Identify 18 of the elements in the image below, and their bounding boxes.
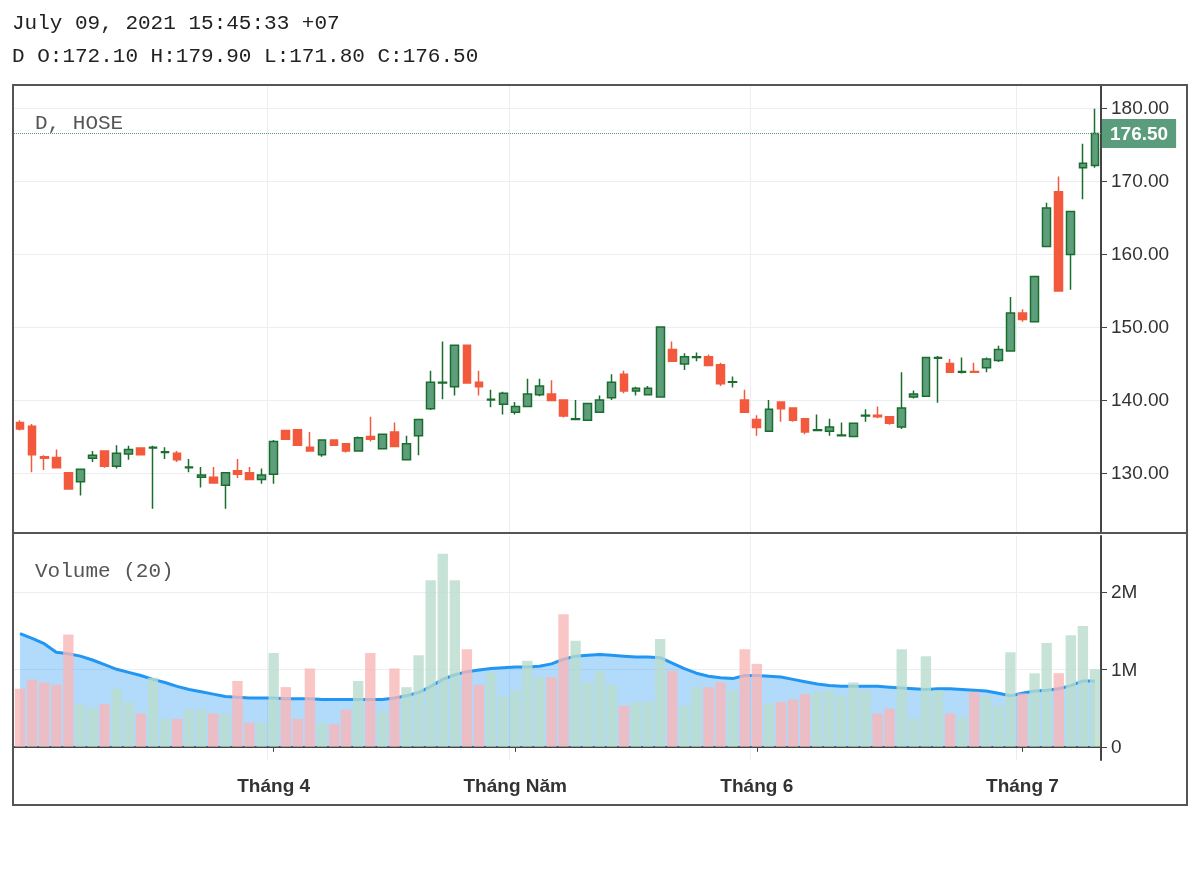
x-tick-label: Tháng 7 <box>986 775 1059 796</box>
ref-line-label: 176.50 <box>1110 122 1169 144</box>
y-tick-label: 170.00 <box>1111 170 1170 192</box>
x-tick-label: Tháng Năm <box>463 775 567 796</box>
text: Volume (20) <box>35 560 174 583</box>
x-tick-label: Tháng 4 <box>237 775 311 796</box>
y-tick-label: 130.00 <box>1111 462 1170 484</box>
y-tick-label: 160.00 <box>1111 243 1170 265</box>
y-tick-label: 150.00 <box>1111 316 1170 338</box>
x-tick-label: Tháng 6 <box>720 775 794 796</box>
y-tick-label: 140.00 <box>1111 389 1170 411</box>
text: July 09, 2021 15:45:33 +07 <box>12 12 340 35</box>
text: D O:172.10 H:179.90 L:171.80 C:176.50 <box>12 45 479 68</box>
y-tick-label: 180.00 <box>1111 97 1170 119</box>
text: D, HOSE <box>35 112 124 135</box>
y-tick-label: 2M <box>1111 581 1138 603</box>
y-tick-label: 1M <box>1111 658 1138 680</box>
y-tick-label: 0 <box>1111 736 1122 758</box>
